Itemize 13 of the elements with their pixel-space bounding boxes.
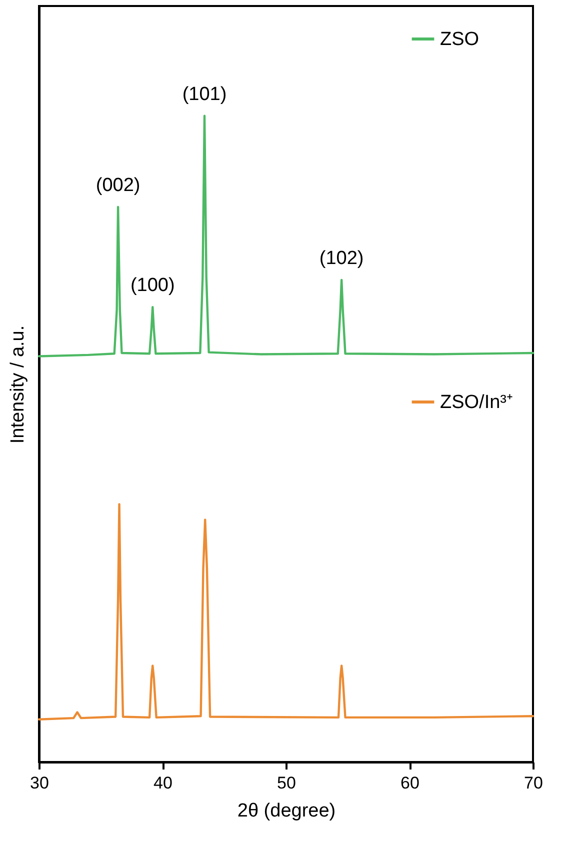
annotation: (101) — [182, 84, 227, 105]
x-tick-label: 50 — [277, 774, 296, 792]
x-tick-label: 70 — [524, 774, 543, 792]
annotation: (100) — [130, 275, 175, 296]
annotation: (002) — [96, 174, 140, 196]
annotation: (102) — [319, 248, 364, 269]
x-tick-label: 60 — [400, 774, 420, 792]
legend-label: ZSO/In³⁺ — [440, 392, 513, 413]
x-axis-title: 2θ (degree) — [237, 800, 336, 822]
legend-label: ZSO — [440, 29, 480, 50]
y-axis-title: Intensity / a.u. — [8, 325, 28, 444]
x-tick-label: 40 — [154, 774, 172, 792]
x-tick-label: 30 — [30, 774, 49, 792]
